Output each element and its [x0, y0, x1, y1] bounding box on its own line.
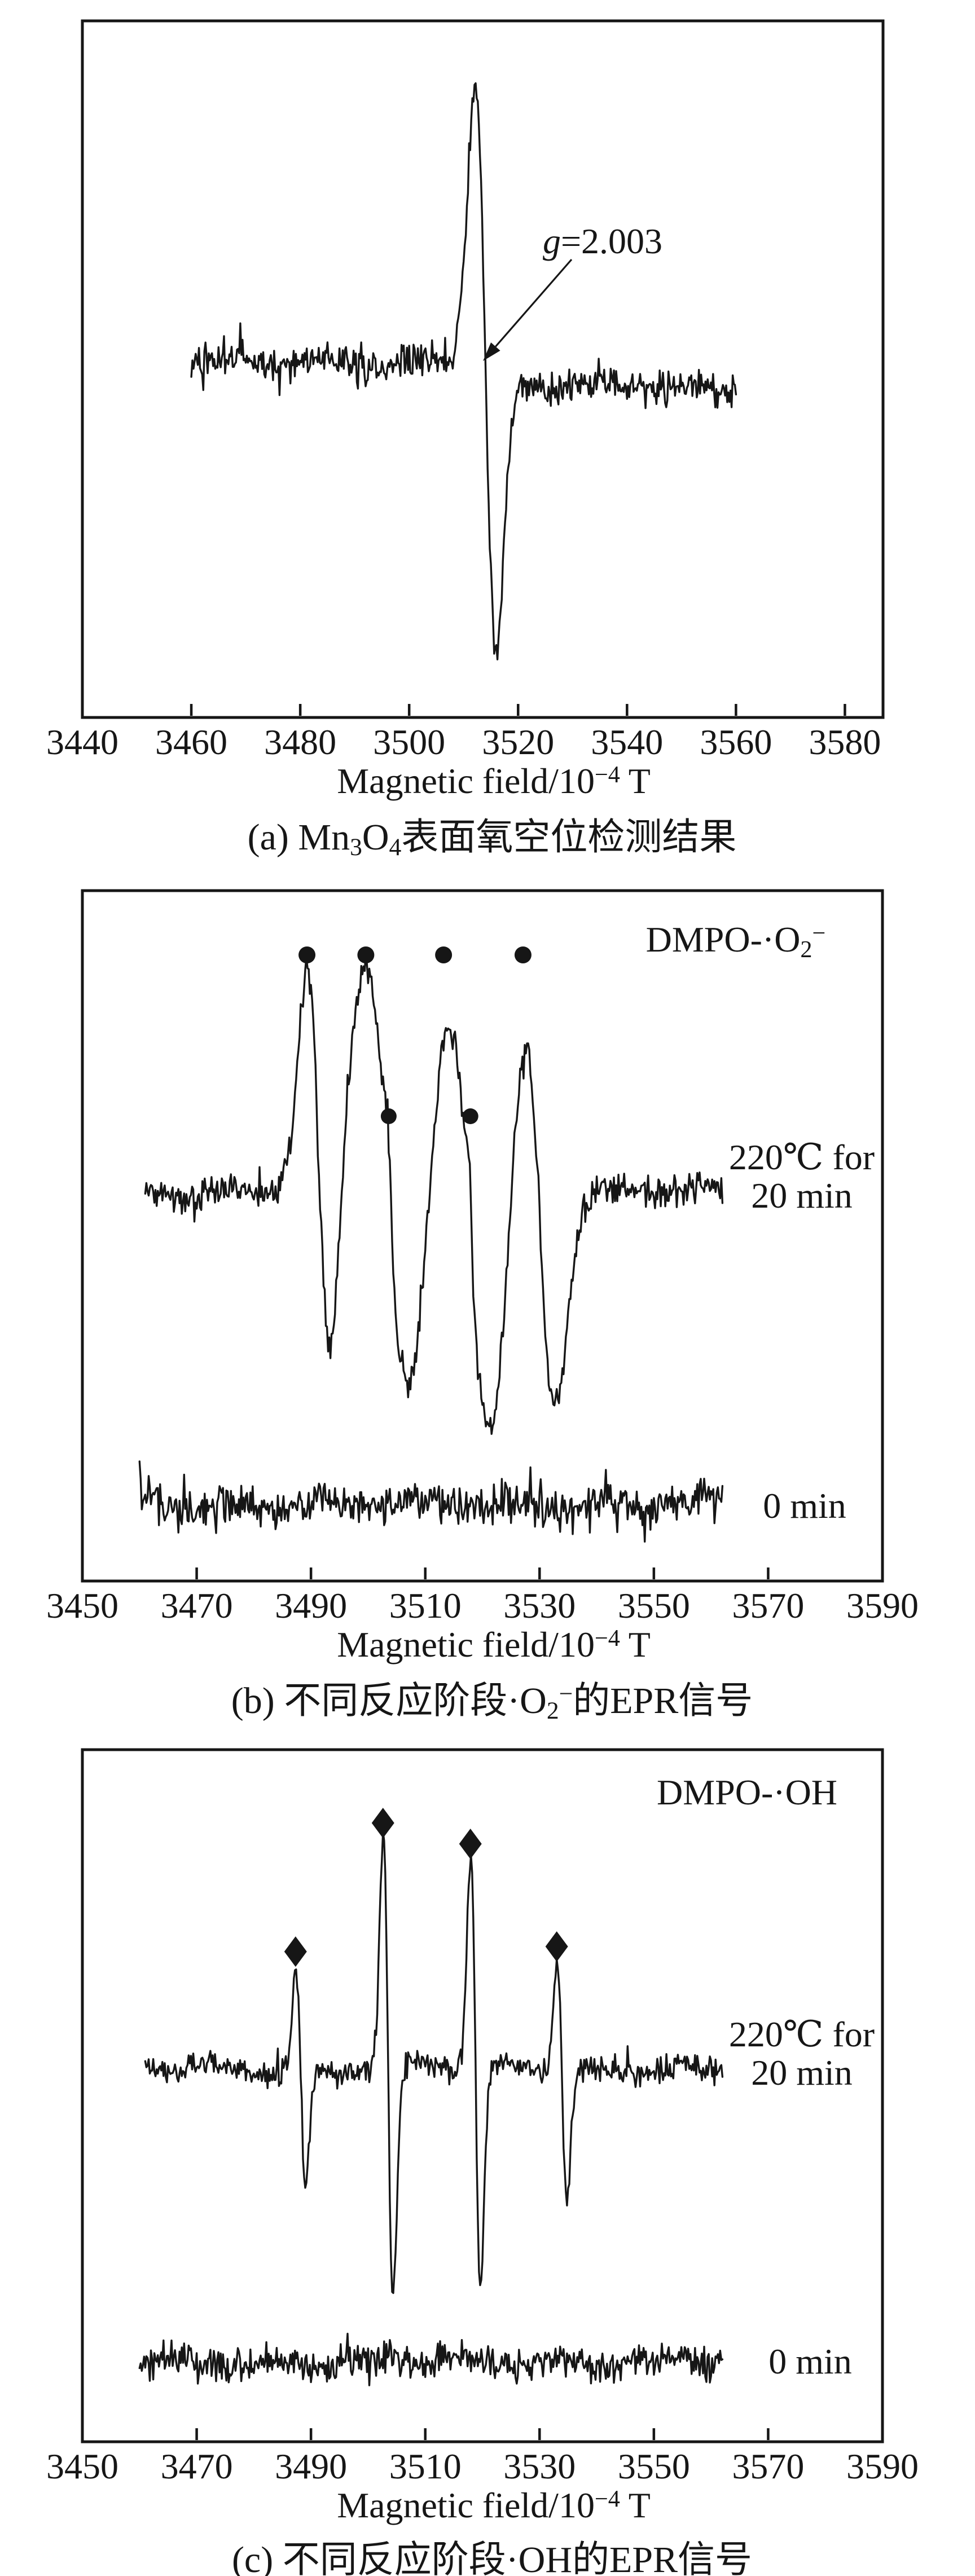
x-tick-label: 3470 — [161, 2446, 233, 2486]
x-tick-label: 3480 — [264, 722, 336, 762]
x-tick-label: 3510 — [389, 1586, 462, 1626]
adduct-label: DMPO-·OH — [657, 1772, 837, 1813]
x-tick-label: 3460 — [155, 722, 227, 762]
x-tick-label: 3570 — [732, 2446, 804, 2486]
x-tick-label: 3570 — [732, 1586, 804, 1626]
x-tick-label: 3580 — [809, 722, 881, 762]
x-tick-label: 3590 — [846, 1586, 919, 1626]
x-tick-label: 3530 — [503, 1586, 576, 1626]
panel-border — [81, 1748, 884, 2443]
time-label: 0 min — [763, 1486, 846, 1526]
peak-marker-diamond — [459, 1829, 482, 1859]
axis-title: Magnetic field/10−4 T — [337, 1624, 651, 1665]
x-tick-label: 3510 — [389, 2446, 462, 2486]
peak-marker-dot — [462, 1108, 478, 1124]
x-tick-label: 3470 — [161, 1586, 233, 1626]
epr-trace — [190, 82, 737, 660]
panel-border — [81, 889, 884, 1583]
x-tick-label: 3530 — [503, 2446, 576, 2486]
axis-title: Magnetic field/10−4 T — [337, 761, 651, 802]
peak-marker-dot — [435, 946, 453, 963]
epr-trace — [144, 1830, 724, 2294]
adduct-label: DMPO-·O2− — [645, 919, 826, 963]
epr-trace — [144, 950, 724, 1435]
peak-marker-dot — [298, 946, 316, 963]
x-tick-label: 3550 — [618, 2446, 690, 2486]
peak-marker-diamond — [371, 1808, 394, 1838]
x-tick-label: 3540 — [591, 722, 663, 762]
peak-marker-dot — [380, 1108, 397, 1124]
panel-c-plot: 3450 3470 3490 3510 3530 3550 3570 3590 — [46, 1748, 919, 2486]
axis-title: Magnetic field/10−4 T — [337, 2485, 651, 2526]
peak-marker-diamond — [545, 1931, 568, 1962]
epr-trace — [138, 2332, 724, 2386]
epr-trace — [138, 1460, 724, 1543]
x-tick-label: 3590 — [846, 2446, 919, 2486]
panel-a-plot: 3440 3460 3480 3500 3520 3540 3560 3580 — [46, 19, 885, 762]
annotation-arrow-head — [483, 342, 500, 361]
condition-label: 220℃ for 20 min — [728, 2014, 875, 2093]
panel-caption: (b) 不同反应阶段·O2−的EPR信号 — [231, 1680, 753, 1725]
annotation-arrow-line — [495, 258, 573, 347]
peak-marker-dot — [514, 946, 532, 963]
g-factor-label: g=2.003 — [542, 221, 663, 262]
x-tick-label: 3560 — [700, 722, 772, 762]
x-tick-label: 3490 — [275, 1586, 347, 1626]
x-tick-label: 3490 — [275, 2446, 347, 2486]
panel-border — [81, 19, 885, 719]
x-tick-label: 3440 — [46, 722, 118, 762]
panel-b-plot: 3450 3470 3490 3510 3530 3550 3570 3590 — [46, 889, 919, 1626]
time-label: 0 min — [768, 2341, 852, 2382]
x-tick-label: 3500 — [373, 722, 445, 762]
condition-label: 220℃ for 20 min — [728, 1137, 875, 1216]
x-tick-label: 3450 — [46, 1586, 118, 1626]
x-tick-label: 3550 — [618, 1586, 690, 1626]
x-tick-label: 3450 — [46, 2446, 118, 2486]
x-tick-label: 3520 — [482, 722, 554, 762]
peak-marker-dot — [357, 946, 375, 963]
peak-marker-diamond — [284, 1936, 307, 1967]
panel-caption: (c) 不同反应阶段·OH的EPR信号 — [231, 2539, 753, 2576]
panel-caption: (a) Mn3O4表面氧空位检测结果 — [247, 817, 737, 861]
